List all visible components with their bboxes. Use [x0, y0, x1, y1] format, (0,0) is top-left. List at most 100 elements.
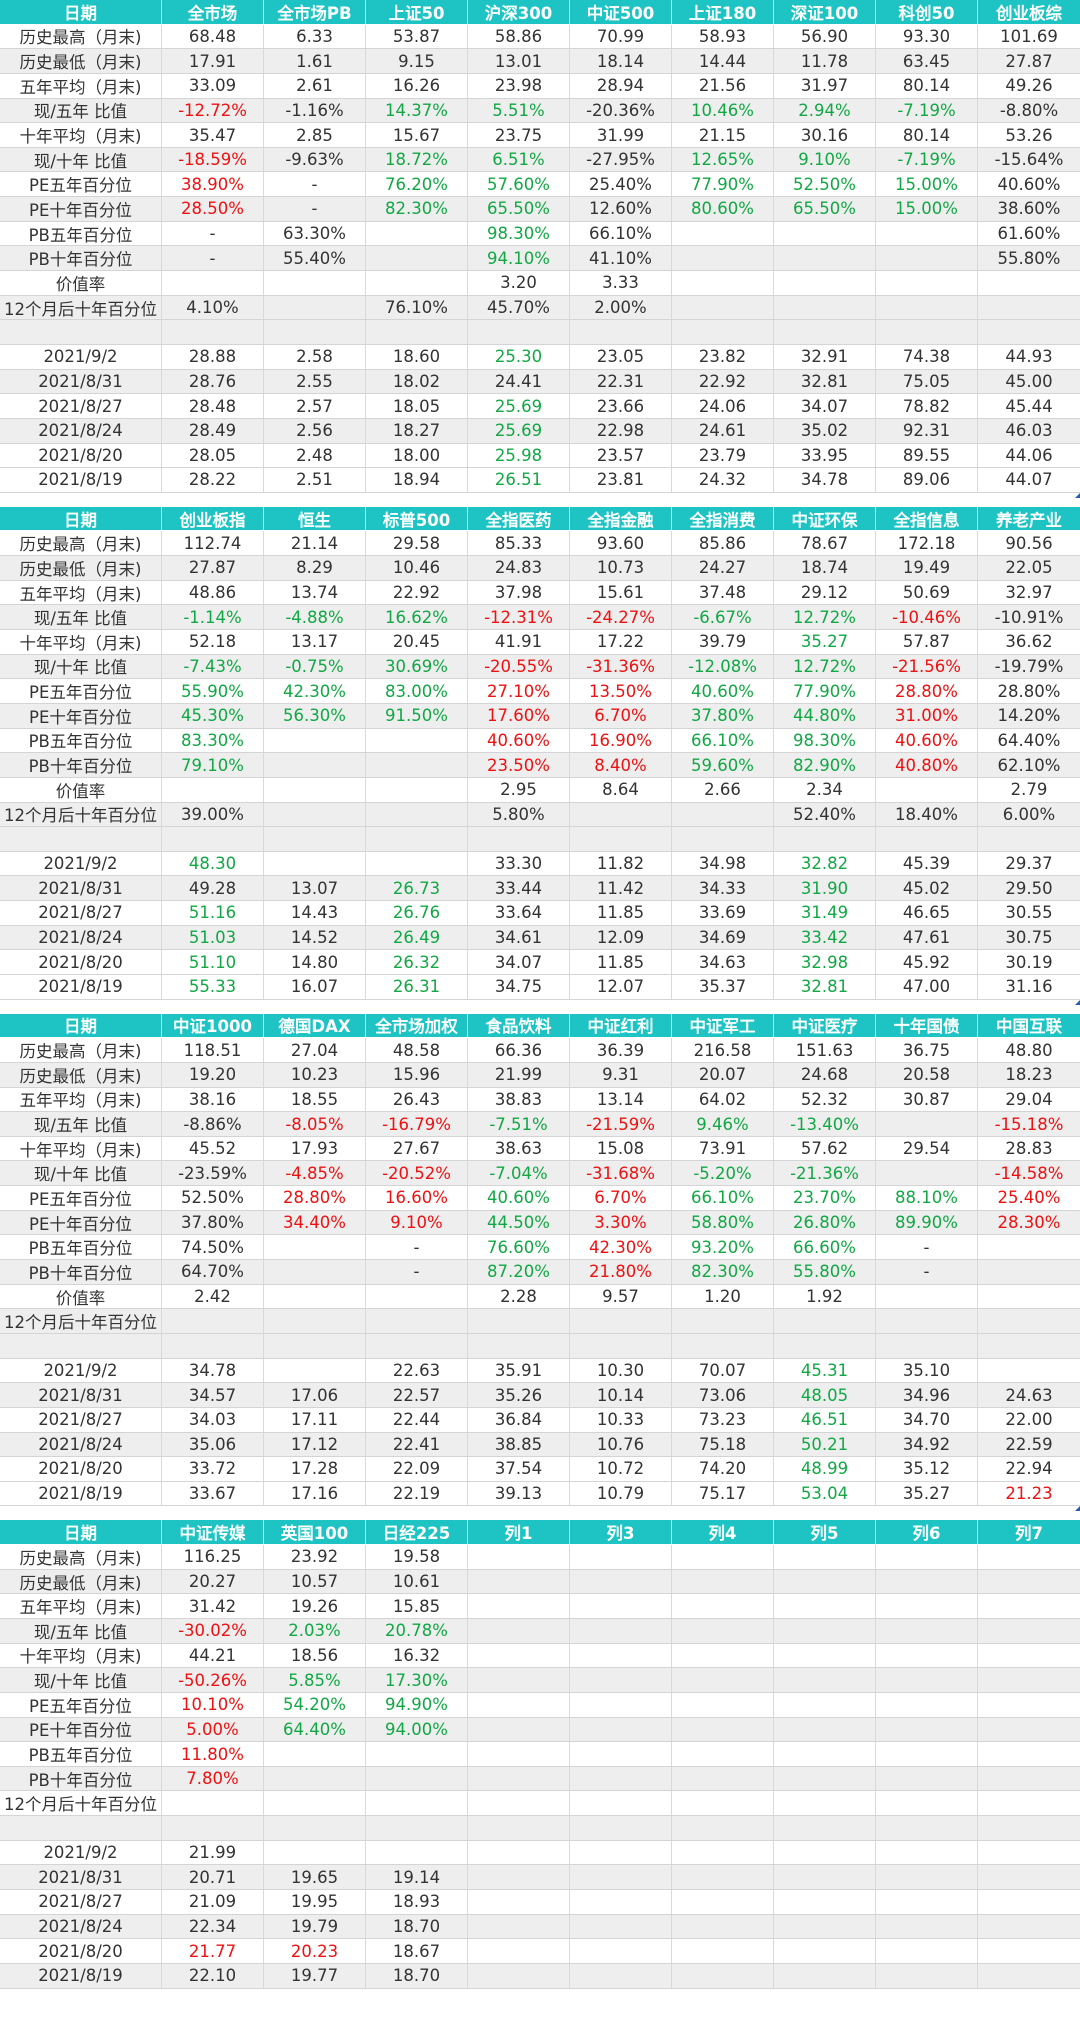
data-cell[interactable]: 31.49: [774, 901, 876, 925]
row-label-cell[interactable]: 2021/8/24: [0, 925, 162, 950]
data-cell[interactable]: 33.95: [774, 443, 876, 468]
data-cell[interactable]: 10.10%: [162, 1692, 264, 1717]
data-cell[interactable]: 33.42: [774, 925, 876, 950]
data-cell[interactable]: 38.60%: [997, 199, 1061, 219]
data-cell[interactable]: 18.94: [366, 468, 468, 492]
data-cell[interactable]: 94.10%: [468, 246, 570, 271]
data-cell[interactable]: 2.95: [468, 777, 570, 802]
data-cell[interactable]: -20.52%: [366, 1161, 468, 1186]
data-cell[interactable]: 38.16: [162, 1087, 264, 1112]
data-cell[interactable]: [672, 1569, 774, 1594]
column-header[interactable]: 全市场: [162, 0, 264, 24]
row-label-cell[interactable]: PB十年百分位: [0, 246, 162, 271]
data-cell[interactable]: [876, 827, 978, 851]
data-cell[interactable]: 35.12: [876, 1457, 978, 1481]
data-cell[interactable]: -8.80%: [999, 100, 1059, 120]
row-label-cell[interactable]: 历史最低（月末): [0, 49, 162, 73]
data-cell[interactable]: 44.06: [1005, 445, 1053, 465]
data-cell[interactable]: 34.61: [468, 925, 570, 950]
row-label-cell[interactable]: 2021/8/31: [0, 1383, 162, 1407]
data-cell[interactable]: [978, 1235, 1080, 1259]
column-header[interactable]: 中证500: [570, 0, 672, 24]
data-cell[interactable]: 19.49: [876, 556, 978, 580]
data-cell[interactable]: [876, 1569, 978, 1594]
row-label-cell[interactable]: PE五年百分位: [0, 679, 162, 703]
data-cell[interactable]: 62.10%: [997, 755, 1061, 775]
data-cell[interactable]: 34.33: [672, 876, 774, 901]
data-cell[interactable]: 27.67: [366, 1136, 468, 1161]
data-cell[interactable]: 12.65%: [672, 147, 774, 172]
row-label-cell[interactable]: PE五年百分位: [0, 1692, 162, 1717]
data-cell[interactable]: [468, 320, 570, 344]
data-cell[interactable]: 19.58: [366, 1545, 468, 1569]
data-cell[interactable]: 35.26: [468, 1383, 570, 1407]
data-cell[interactable]: 70.99: [570, 24, 672, 49]
data-cell[interactable]: 89.55: [876, 443, 978, 468]
row-label-cell[interactable]: 五年平均（月末): [0, 1594, 162, 1618]
row-label-cell[interactable]: 价值率: [0, 271, 162, 295]
data-cell[interactable]: 18.27: [366, 418, 468, 443]
data-cell[interactable]: [672, 1914, 774, 1939]
data-cell[interactable]: -8.86%: [162, 1112, 264, 1136]
data-cell[interactable]: [468, 1619, 570, 1643]
data-cell[interactable]: [366, 271, 468, 295]
data-cell[interactable]: 10.73: [570, 556, 672, 580]
data-cell[interactable]: [366, 320, 468, 344]
data-cell[interactable]: [876, 1333, 978, 1358]
data-cell[interactable]: 29.37: [1005, 854, 1053, 874]
data-cell[interactable]: 2.00%: [570, 295, 672, 320]
data-cell[interactable]: 57.62: [774, 1136, 876, 1161]
data-cell[interactable]: 13.01: [468, 49, 570, 73]
data-cell[interactable]: 27.87: [1005, 51, 1053, 71]
data-cell[interactable]: 92.31: [876, 418, 978, 443]
data-cell[interactable]: 16.60%: [366, 1186, 468, 1210]
data-cell[interactable]: 15.08: [570, 1136, 672, 1161]
data-cell[interactable]: -: [264, 172, 366, 197]
data-cell[interactable]: [468, 827, 570, 851]
row-label-cell[interactable]: 十年平均（月末): [0, 1136, 162, 1161]
data-cell[interactable]: [468, 1816, 570, 1840]
data-cell[interactable]: [264, 1816, 366, 1840]
data-cell[interactable]: 12.07: [570, 974, 672, 999]
row-label-cell[interactable]: 历史最低（月末): [0, 1569, 162, 1594]
data-cell[interactable]: 2.79: [1010, 780, 1048, 800]
row-label-cell[interactable]: 现/十年 比值: [0, 1668, 162, 1692]
data-cell[interactable]: 22.09: [366, 1457, 468, 1481]
column-header[interactable]: 日经225: [366, 1520, 468, 1545]
data-cell[interactable]: 25.40%: [997, 1188, 1061, 1208]
data-cell[interactable]: [264, 1791, 366, 1816]
data-cell[interactable]: 37.98: [468, 580, 570, 605]
row-label-cell[interactable]: [0, 827, 162, 851]
data-cell[interactable]: 66.60%: [774, 1235, 876, 1260]
data-cell[interactable]: [468, 1643, 570, 1668]
data-cell[interactable]: -21.36%: [774, 1161, 876, 1186]
column-header[interactable]: 英国100: [264, 1520, 366, 1545]
data-cell[interactable]: 20.71: [162, 1865, 264, 1890]
data-cell[interactable]: [570, 1545, 672, 1569]
row-label-cell[interactable]: 12个月后十年百分位: [0, 295, 162, 320]
data-cell[interactable]: [774, 1816, 876, 1840]
data-cell[interactable]: 76.20%: [366, 172, 468, 197]
column-header[interactable]: 列3: [570, 1520, 672, 1545]
row-label-cell[interactable]: 十年平均（月末): [0, 630, 162, 654]
data-cell[interactable]: 9.46%: [672, 1112, 774, 1136]
data-cell[interactable]: 2.51: [264, 468, 366, 492]
data-cell[interactable]: 14.52: [264, 925, 366, 950]
data-cell[interactable]: [876, 221, 978, 246]
data-cell[interactable]: 24.63: [1005, 1385, 1053, 1405]
data-cell[interactable]: [876, 777, 978, 802]
data-cell[interactable]: 38.63: [468, 1136, 570, 1161]
data-cell[interactable]: 15.85: [366, 1594, 468, 1618]
data-cell[interactable]: [774, 1717, 876, 1742]
data-cell[interactable]: [264, 851, 366, 876]
data-cell[interactable]: [978, 1309, 1080, 1333]
data-cell[interactable]: [672, 221, 774, 246]
data-cell[interactable]: -30.02%: [162, 1619, 264, 1643]
data-cell[interactable]: -8.05%: [264, 1112, 366, 1136]
row-label-cell[interactable]: PE十年百分位: [0, 197, 162, 221]
data-cell[interactable]: [366, 221, 468, 246]
data-cell[interactable]: 10.57: [264, 1569, 366, 1594]
data-cell[interactable]: [774, 1963, 876, 1988]
column-header[interactable]: 日期: [0, 1520, 162, 1545]
data-cell[interactable]: -: [162, 246, 264, 271]
